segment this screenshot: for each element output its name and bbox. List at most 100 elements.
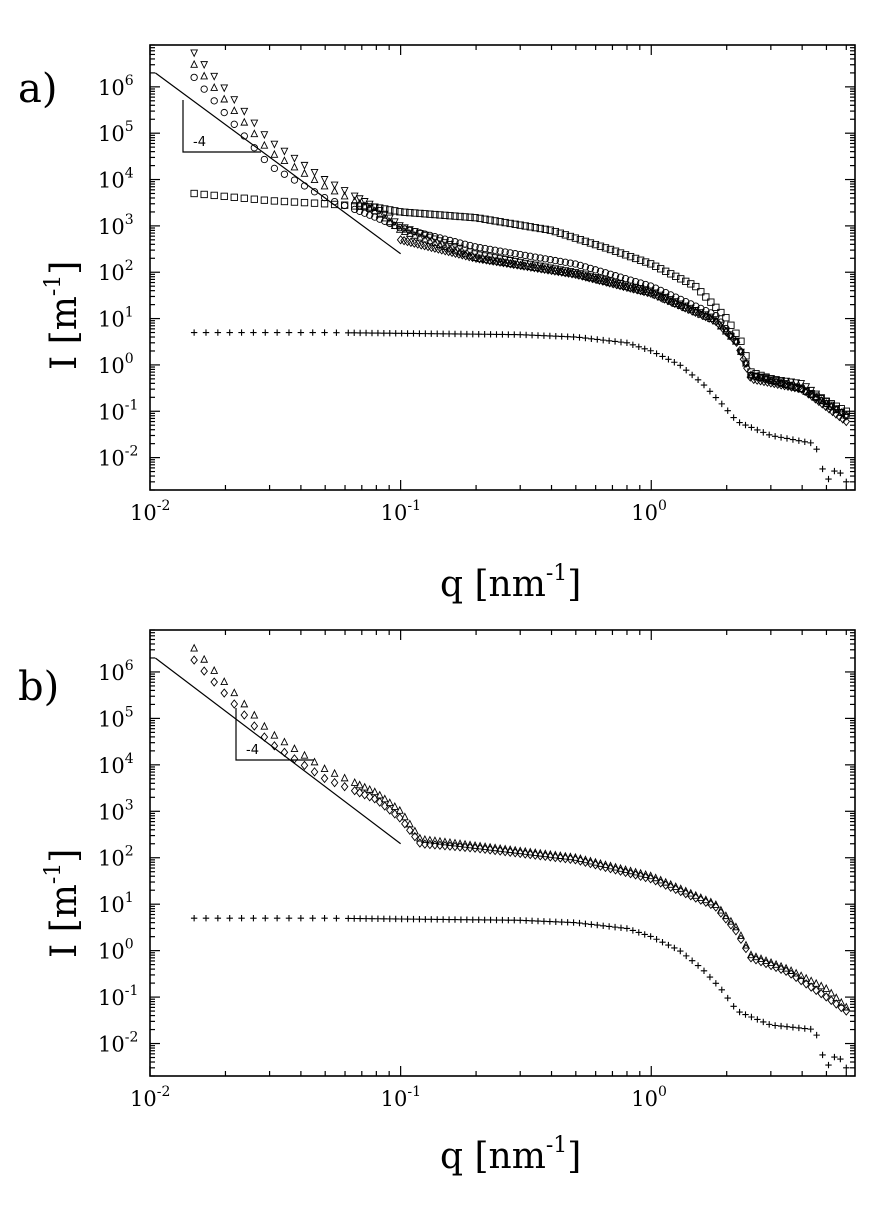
data-point-triangle-up	[230, 688, 239, 697]
data-point-diamond	[621, 867, 630, 878]
data-point-diamond	[506, 847, 514, 857]
data-point-triangle-up	[581, 855, 590, 864]
data-point-triangle-up	[566, 852, 575, 861]
data-point-circle	[200, 85, 208, 93]
data-point-square	[541, 225, 549, 233]
data-point-circle	[496, 247, 504, 255]
data-point-plus	[588, 335, 595, 342]
tick-labels-a: 10-2 10-1 100 10-2 10-1 100 101 102 103 104 105 106	[98, 73, 667, 525]
data-point-diamond	[807, 982, 815, 992]
data-point-square	[657, 265, 665, 273]
data-point-triangle-up	[340, 191, 349, 200]
data-point-circle	[626, 276, 635, 284]
data-point-plus	[250, 914, 257, 922]
data-point-diamond	[656, 878, 665, 888]
data-point-triangle-down	[270, 140, 279, 149]
data-point-diamond	[476, 844, 484, 854]
data-point-diamond	[697, 895, 705, 905]
data-point-diamond	[456, 842, 464, 852]
data-point-diamond	[722, 327, 731, 337]
data-point-triangle-up	[737, 931, 745, 939]
data-point-square	[697, 288, 705, 296]
data-point-diamond	[521, 849, 530, 859]
data-point-plus	[843, 478, 850, 486]
data-point-square	[546, 226, 554, 234]
data-point-triangle-up	[380, 213, 389, 222]
data-point-plus	[724, 407, 731, 414]
data-point-circle	[652, 284, 660, 292]
data-point-diamond	[391, 809, 399, 819]
data-point-plus	[683, 952, 690, 960]
data-point-diamond	[804, 389, 813, 399]
data-point-square	[210, 191, 218, 200]
data-point-triangle-up	[837, 997, 846, 1006]
data-point-plus	[688, 957, 696, 964]
data-point-plus	[285, 914, 293, 922]
data-point-plus	[754, 426, 761, 434]
data-point-plus	[226, 914, 233, 922]
data-point-square	[641, 258, 650, 266]
data-point-square	[566, 232, 575, 241]
data-point-diamond	[746, 372, 755, 382]
data-point-triangle-up	[280, 156, 289, 165]
data-point-square	[421, 210, 429, 218]
data-point-square	[270, 197, 279, 205]
data-point-circle	[446, 236, 454, 245]
data-point-diamond	[260, 732, 269, 742]
data-point-square	[496, 218, 504, 226]
data-point-plus	[748, 1013, 755, 1021]
data-point-square	[601, 244, 610, 252]
data-point-diamond	[676, 886, 685, 897]
data-point-diamond	[821, 401, 830, 412]
data-point-triangle-up	[757, 954, 765, 963]
data-point-triangle-up	[200, 654, 209, 663]
data-point-square	[431, 210, 439, 219]
data-point-triangle-down	[210, 72, 219, 81]
y-tick-label: 10-1	[98, 983, 138, 1010]
data-point-plus	[718, 400, 725, 408]
data-point-diamond	[787, 969, 795, 979]
data-point-triangle-up	[606, 861, 615, 870]
data-point-triangle-down	[486, 253, 495, 262]
data-point-diamond	[811, 394, 820, 404]
data-point-diamond	[551, 852, 560, 863]
plot-frame-b	[149, 629, 856, 1077]
data-point-triangle-up	[330, 186, 339, 195]
data-point-diamond	[835, 411, 844, 422]
data-point-triangle-down	[310, 168, 319, 177]
data-point-triangle-down	[220, 84, 229, 93]
x-tick-label: 10-2	[130, 1084, 170, 1111]
data-point-diamond	[729, 334, 737, 344]
data-point-triangle-up	[220, 677, 229, 686]
data-point-triangle-up	[190, 59, 199, 68]
data-point-square	[772, 376, 780, 385]
data-point-triangle-down	[280, 147, 289, 156]
data-point-plus	[380, 915, 388, 923]
data-point-triangle-down	[456, 244, 464, 253]
data-point-diamond	[737, 934, 745, 944]
data-point-circle	[596, 267, 605, 275]
data-point-circle	[476, 244, 484, 252]
data-point-diamond	[752, 955, 760, 965]
data-point-circle	[310, 188, 319, 196]
data-point-plus	[202, 914, 210, 922]
data-point-plus	[493, 331, 500, 338]
data-point-circle	[250, 144, 258, 152]
data-point-square	[631, 254, 640, 263]
data-point-square	[416, 209, 424, 218]
data-point-diamond	[576, 856, 585, 866]
data-point-triangle-up	[787, 966, 796, 974]
data-point-triangle-up	[425, 236, 434, 245]
data-point-diamond	[671, 884, 680, 895]
data-point-triangle-up	[210, 665, 219, 674]
data-point-square	[611, 247, 620, 255]
data-point-triangle-up	[802, 973, 811, 982]
data-point-plus	[386, 330, 393, 337]
data-point-triangle-down	[556, 266, 565, 275]
data-point-triangle-up	[491, 843, 500, 852]
data-point-triangle-up	[250, 129, 259, 138]
data-point-circle	[270, 164, 279, 173]
data-point-triangle-up	[320, 181, 329, 190]
data-point-triangle-up	[701, 895, 710, 904]
data-point-circle	[396, 224, 404, 232]
